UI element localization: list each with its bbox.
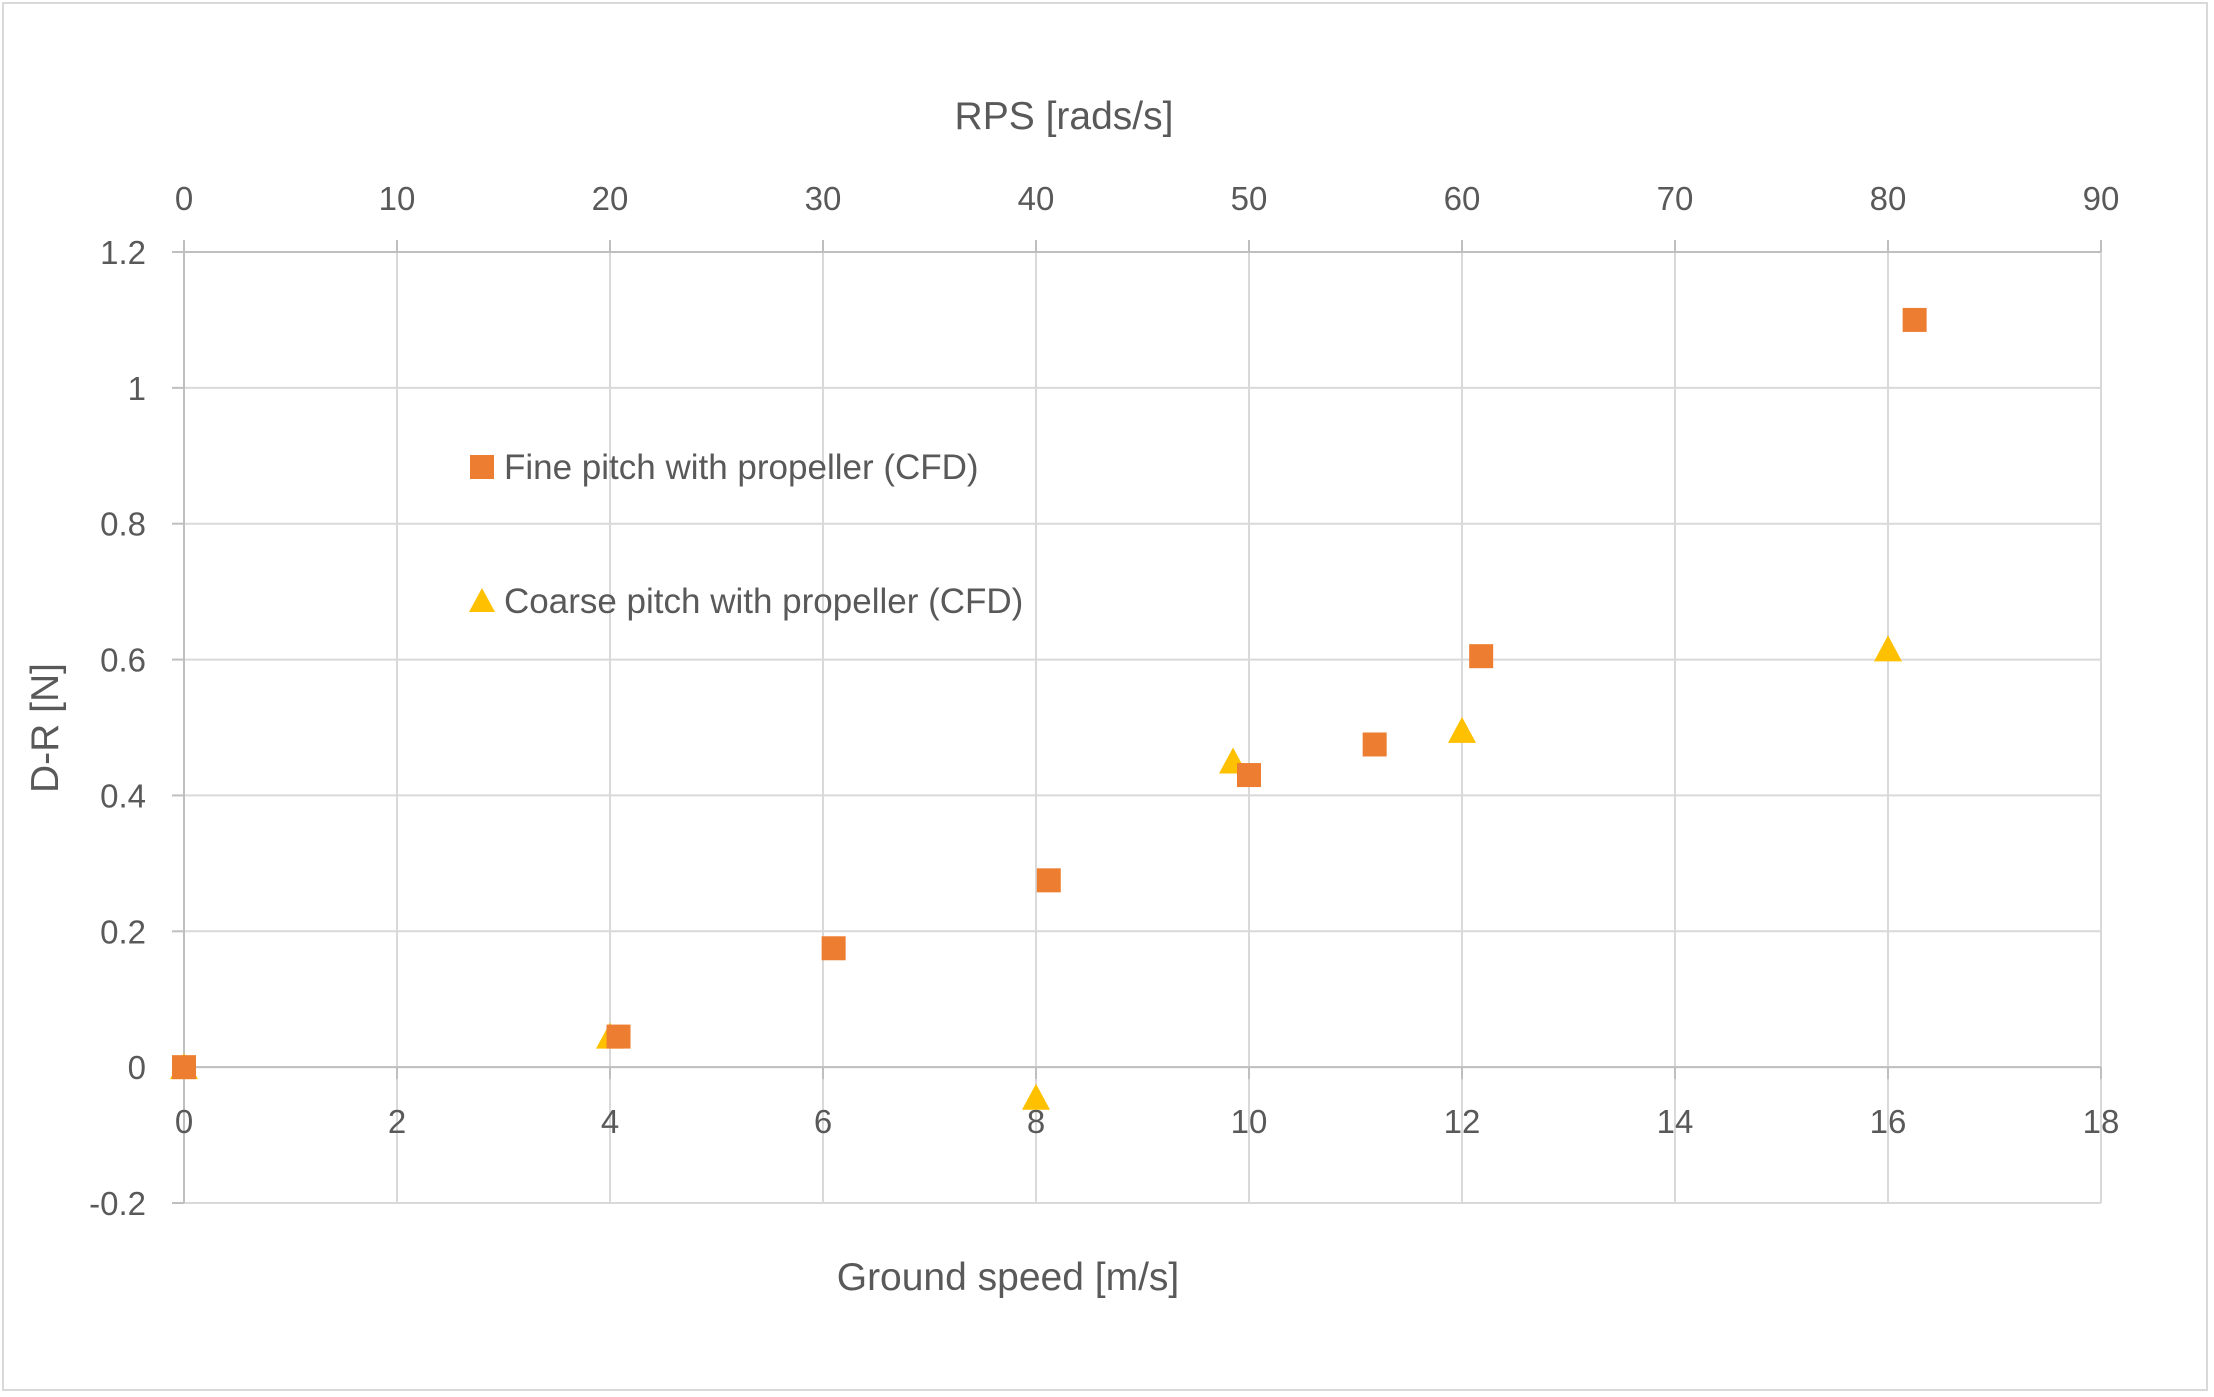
data-point-coarse-pitch bbox=[1022, 1083, 1050, 1110]
x2-tick-label: 10 bbox=[379, 180, 416, 217]
data-point-fine-pitch bbox=[172, 1055, 196, 1080]
data-point-fine-pitch bbox=[1036, 868, 1061, 893]
x2-tick-label: 0 bbox=[175, 180, 193, 217]
x-tick-label: 2 bbox=[388, 1103, 406, 1140]
x-tick-label: 12 bbox=[1444, 1103, 1481, 1140]
y-tick-label: 0.2 bbox=[100, 913, 146, 950]
x2-tick-label: 40 bbox=[1018, 180, 1055, 217]
legend-marker-coarse-pitch bbox=[469, 588, 495, 612]
x2-axis-title: RPS [rads/s] bbox=[955, 95, 1174, 138]
x-tick-label: 14 bbox=[1657, 1103, 1694, 1140]
x-tick-label: 18 bbox=[2083, 1103, 2120, 1140]
x-tick-label: 4 bbox=[601, 1103, 619, 1140]
y-tick-label: 1 bbox=[128, 370, 146, 407]
legend-label-coarse-pitch: Coarse pitch with propeller (CFD) bbox=[504, 582, 1023, 621]
x2-tick-label: 60 bbox=[1444, 180, 1481, 217]
y-tick-label: -0.2 bbox=[89, 1185, 146, 1222]
x2-tick-label: 20 bbox=[592, 180, 629, 217]
x2-tick-label: 50 bbox=[1231, 180, 1268, 217]
data-point-fine-pitch bbox=[1362, 732, 1387, 757]
tick-labels: -0.2 0 0.2 0.4 0.6 0.8 1 1.2 0 2 4 6 8 10 12 14 16 18 0 10 2… bbox=[89, 180, 2119, 1222]
y-tick-label: 0.8 bbox=[100, 506, 146, 543]
data-point-fine-pitch bbox=[821, 936, 846, 961]
data-points bbox=[170, 307, 1927, 1110]
x-tick-label: 16 bbox=[1870, 1103, 1907, 1140]
legend-marker-fine-pitch bbox=[470, 455, 494, 479]
y-tick-label: 1.2 bbox=[100, 234, 146, 271]
x2-tick-label: 80 bbox=[1870, 180, 1907, 217]
data-point-fine-pitch bbox=[1469, 644, 1494, 669]
x-axis-title: Ground speed [m/s] bbox=[837, 1256, 1180, 1299]
grid-lines bbox=[183, 251, 2102, 1204]
data-point-fine-pitch bbox=[1902, 307, 1927, 332]
x2-tick-label: 70 bbox=[1657, 180, 1694, 217]
legend-label-fine-pitch: Fine pitch with propeller (CFD) bbox=[504, 448, 979, 487]
x-tick-label: 0 bbox=[175, 1103, 193, 1140]
x2-tick-label: 30 bbox=[805, 180, 842, 217]
y-axis-title: D-R [N] bbox=[24, 663, 67, 793]
axes bbox=[172, 240, 2102, 1204]
x-tick-label: 8 bbox=[1027, 1103, 1045, 1140]
x-tick-label: 10 bbox=[1231, 1103, 1268, 1140]
y-tick-label: 0 bbox=[128, 1049, 146, 1086]
x-tick-label: 6 bbox=[814, 1103, 832, 1140]
legend: Fine pitch with propeller (CFD) Coarse p… bbox=[469, 448, 1023, 621]
y-tick-label: 0.4 bbox=[100, 777, 146, 814]
data-point-coarse-pitch bbox=[1448, 716, 1476, 743]
y-tick-label: 0.6 bbox=[100, 642, 146, 679]
data-point-fine-pitch bbox=[606, 1024, 631, 1049]
x2-tick-label: 90 bbox=[2083, 180, 2120, 217]
data-point-fine-pitch bbox=[1237, 763, 1261, 788]
data-point-coarse-pitch bbox=[1874, 635, 1902, 662]
